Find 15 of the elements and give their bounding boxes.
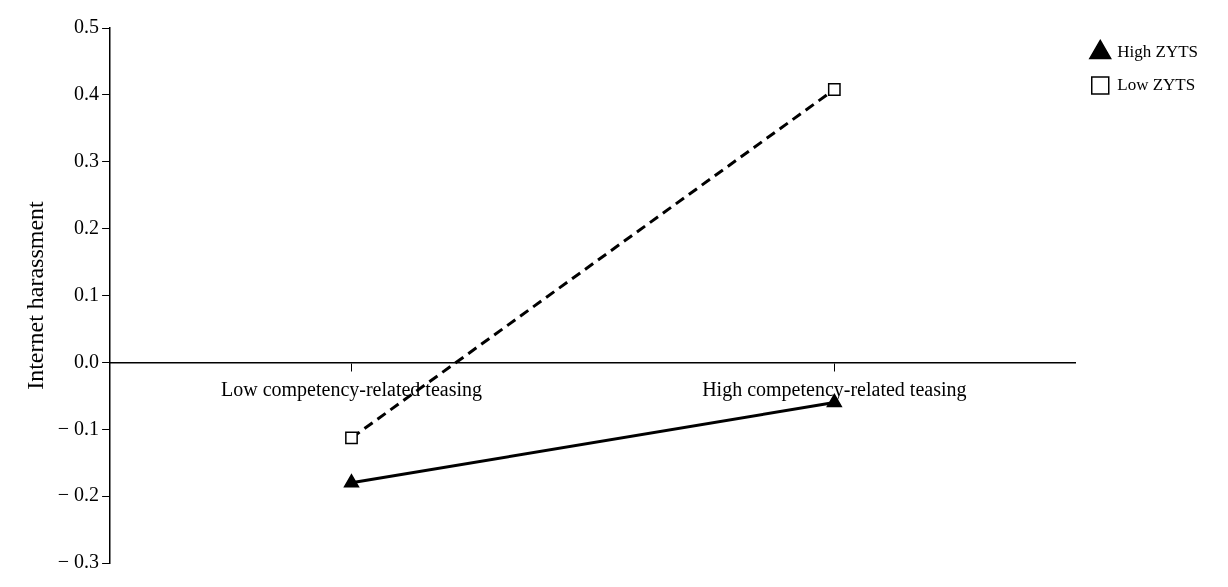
- y-tick-label: − 0.2: [57, 483, 100, 506]
- point: [345, 431, 358, 445]
- y-tick-label: 0.3: [74, 149, 100, 171]
- legend-label: High ZYTS: [1117, 41, 1198, 61]
- y-tick-label: 0.4: [74, 82, 100, 105]
- y-tick-label: − 0.1: [57, 416, 100, 439]
- y-tick-label: − 0.3: [57, 550, 100, 573]
- y-axis-title: Internet harassment: [21, 200, 48, 390]
- y-tick-label: 0.5: [74, 15, 100, 38]
- y-tick-label: 0.1: [74, 282, 100, 305]
- x-tick-label: Low competency-related teasing: [221, 377, 482, 401]
- y-tick-label: 0.0: [74, 349, 100, 372]
- y-tick-label: 0.2: [74, 215, 100, 238]
- point: [827, 83, 841, 96]
- legend-label: Low ZYTS: [1117, 74, 1196, 94]
